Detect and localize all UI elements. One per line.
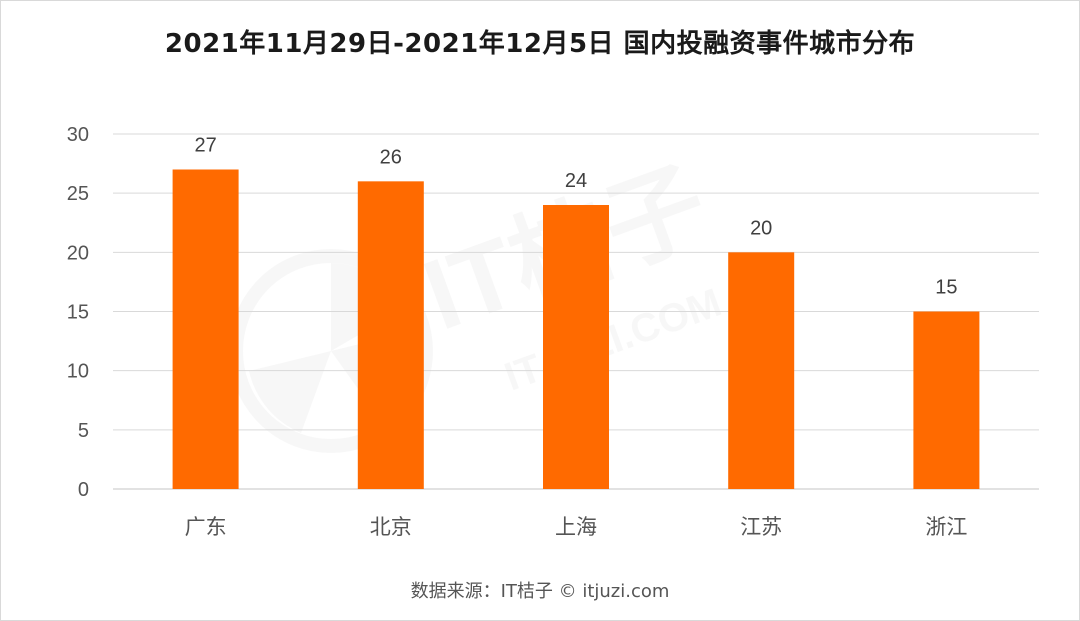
data-labels: 27 26 24 20 15 bbox=[194, 135, 957, 299]
bar-2 bbox=[357, 181, 424, 490]
x-tick-label: 北京 bbox=[370, 515, 412, 539]
bars bbox=[172, 169, 980, 490]
data-label: 20 bbox=[750, 217, 772, 239]
bar-1 bbox=[172, 169, 239, 489]
y-tick-label: 25 bbox=[67, 183, 89, 205]
x-tick-label: 江苏 bbox=[740, 515, 782, 539]
x-tick-label: 广东 bbox=[185, 515, 227, 539]
data-label: 27 bbox=[194, 135, 216, 157]
y-tick-label: 0 bbox=[78, 479, 89, 501]
bar-3 bbox=[543, 205, 609, 489]
y-tick-label: 15 bbox=[67, 302, 89, 324]
x-axis-ticks: 广东 北京 上海 江苏 浙江 bbox=[185, 515, 968, 539]
y-tick-label: 5 bbox=[78, 420, 89, 442]
bar-4 bbox=[728, 252, 795, 489]
y-tick-label: 10 bbox=[67, 361, 89, 383]
chart-title: 2021年11月29日-2021年12月5日 国内投融资事件城市分布 bbox=[164, 29, 916, 59]
y-axis-ticks: 0 5 10 15 20 25 30 bbox=[67, 124, 89, 501]
data-label: 24 bbox=[565, 170, 587, 192]
data-label: 26 bbox=[380, 146, 402, 168]
bar-5 bbox=[913, 311, 980, 489]
data-label: 15 bbox=[935, 277, 957, 299]
source-note: 数据来源：IT桔子 © itjuzi.com bbox=[410, 581, 670, 602]
x-tick-label: 上海 bbox=[555, 515, 597, 539]
x-tick-label: 浙江 bbox=[925, 515, 967, 539]
y-tick-label: 30 bbox=[67, 124, 89, 146]
y-tick-label: 20 bbox=[67, 242, 89, 264]
